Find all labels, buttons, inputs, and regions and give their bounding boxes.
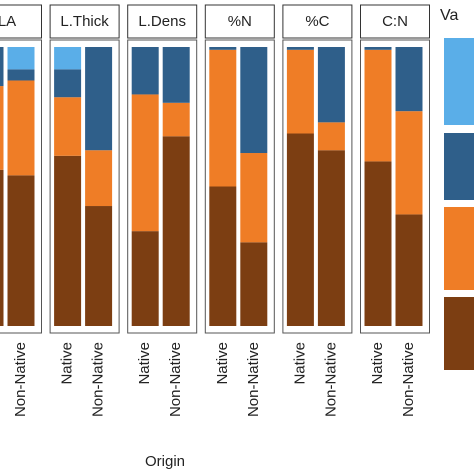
x-tick-label: Native: [214, 342, 231, 385]
bar-segment: [317, 150, 345, 326]
bar-segment: [209, 47, 237, 50]
strip: [0, 4, 42, 39]
bar-segment: [0, 86, 4, 170]
bar-segment: [395, 47, 423, 112]
facet-title: LA: [0, 13, 16, 30]
x-tick-label: Native: [59, 342, 76, 385]
x-tick-label: Native: [369, 342, 386, 385]
bar-segment: [131, 94, 159, 232]
bar-segment: [0, 47, 4, 87]
x-tick-label: Non-Native: [245, 342, 262, 417]
facet-title: %N: [228, 13, 252, 30]
facet-title: %C: [305, 13, 329, 30]
bar-segment: [395, 111, 423, 215]
legend-key: [444, 297, 474, 370]
bar-segment: [364, 161, 392, 326]
x-tick-label: Native: [136, 342, 153, 385]
bar-segment: [54, 97, 82, 156]
bar-segment: [395, 214, 423, 326]
legend-title: Va: [440, 7, 458, 24]
x-tick-label: Native: [291, 342, 308, 385]
x-tick-label: Non-Native: [90, 342, 107, 417]
strip: [127, 4, 198, 39]
bar-segment: [7, 175, 35, 326]
bar-segment: [286, 133, 314, 326]
strip: [49, 4, 120, 39]
strip: [282, 4, 353, 39]
facet-title: L.Thick: [60, 13, 109, 30]
bar-segment: [286, 47, 314, 50]
x-tick-label: Non-Native: [322, 342, 339, 417]
bar-segment: [131, 47, 159, 95]
bar-segment: [7, 69, 35, 81]
facet-title: C:N: [382, 13, 408, 30]
x-axis-label: Origin: [145, 453, 185, 470]
strip: [360, 4, 430, 39]
bar-segment: [54, 155, 82, 326]
x-tick-label: Non-Native: [12, 342, 29, 417]
bar-segment: [7, 80, 35, 176]
bar-segment: [85, 206, 113, 326]
bar-segment: [162, 102, 190, 137]
bar-segment: [240, 242, 268, 326]
bar-segment: [7, 47, 35, 70]
bar-segment: [54, 69, 82, 98]
bar-segment: [85, 47, 113, 151]
bar-segment: [85, 150, 113, 207]
bar-segment: [286, 49, 314, 134]
bar-segment: [240, 47, 268, 154]
legend-key: [444, 207, 474, 290]
x-tick-label: Non-Native: [400, 342, 417, 417]
bar-segment: [364, 47, 392, 50]
legend-key: [444, 38, 474, 125]
bar-segment: [54, 47, 82, 70]
legend-key: [444, 133, 474, 200]
bar-segment: [317, 122, 345, 151]
bar-segment: [162, 136, 190, 326]
bar-segment: [240, 153, 268, 243]
bar-segment: [364, 49, 392, 162]
bar-segment: [209, 186, 237, 326]
strip: [204, 4, 275, 39]
bar-segment: [162, 47, 190, 103]
bar-segment: [0, 169, 4, 326]
facet-title: L.Dens: [138, 13, 186, 30]
bar-segment: [317, 47, 345, 123]
x-tick-label: Non-Native: [167, 342, 184, 417]
bar-segment: [131, 231, 159, 326]
bar-segment: [209, 49, 237, 187]
